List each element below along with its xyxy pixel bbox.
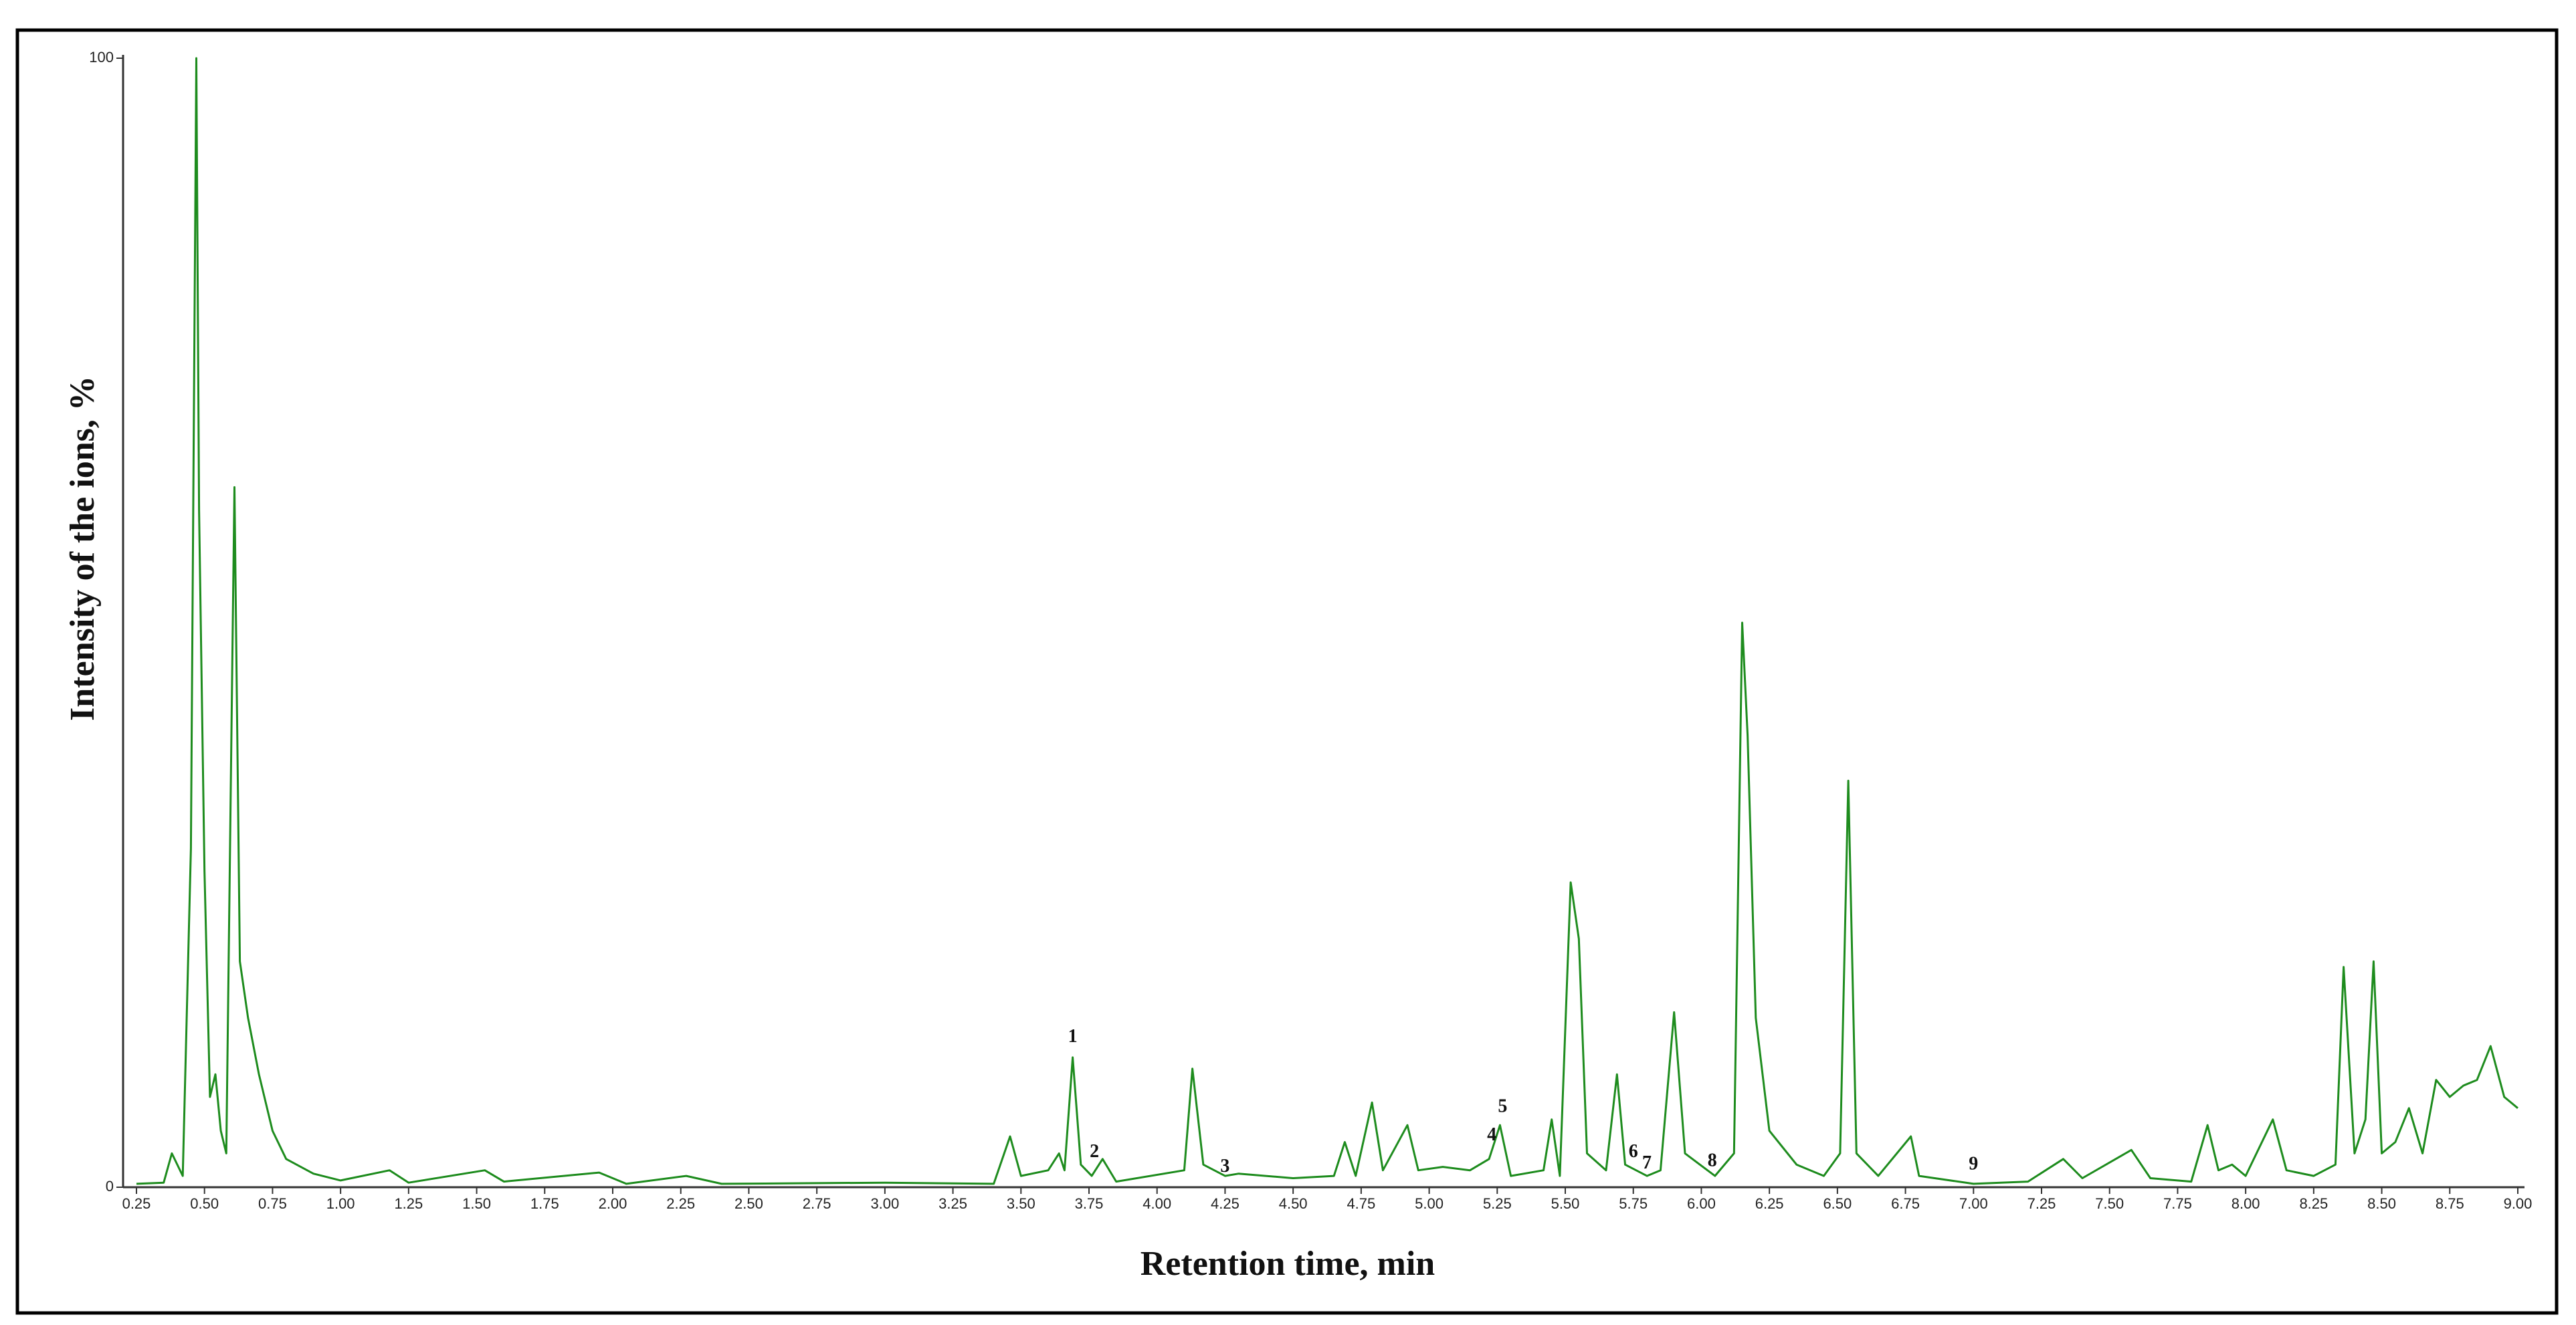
peak-label: 7 (1642, 1152, 1652, 1173)
x-tick-label: 9.00 (2504, 1195, 2533, 1212)
peak-label: 5 (1498, 1096, 1507, 1117)
y-tick-label: 0 (106, 1178, 114, 1195)
peak-label: 9 (1969, 1154, 1978, 1175)
x-tick-label: 2.50 (734, 1195, 763, 1212)
x-tick-label: 6.75 (1891, 1195, 1920, 1212)
x-tick-label: 1.50 (462, 1195, 491, 1212)
x-tick-label: 3.50 (1007, 1195, 1035, 1212)
chromatogram-line (136, 57, 2518, 1185)
x-tick-label: 7.50 (2095, 1195, 2124, 1212)
x-tick-label: 5.00 (1415, 1195, 1444, 1212)
y-tick-label: 100 (89, 49, 114, 66)
peak-label: 3 (1220, 1156, 1229, 1177)
x-tick-label: 8.50 (2367, 1195, 2396, 1212)
x-tick-label: 0.75 (258, 1195, 287, 1212)
peak-label: 4 (1487, 1124, 1496, 1145)
peak-label: 6 (1629, 1141, 1638, 1162)
x-tick-label: 6.50 (1823, 1195, 1852, 1212)
x-tick-label: 5.25 (1483, 1195, 1512, 1212)
x-tick-label: 3.25 (938, 1195, 967, 1212)
x-tick-label: 1.25 (394, 1195, 423, 1212)
x-tick-label: 2.00 (599, 1195, 627, 1212)
x-tick-label: 4.75 (1347, 1195, 1375, 1212)
x-tick-label: 5.75 (1619, 1195, 1648, 1212)
x-tick-label: 8.00 (2232, 1195, 2260, 1212)
peak-label: 2 (1090, 1141, 1099, 1162)
x-tick-label: 1.75 (530, 1195, 559, 1212)
x-tick-label: 4.25 (1211, 1195, 1240, 1212)
x-tick-label: 7.00 (1959, 1195, 1988, 1212)
x-tick-label: 4.50 (1279, 1195, 1308, 1212)
x-tick-label: 5.50 (1551, 1195, 1580, 1212)
peak-label: 1 (1068, 1026, 1078, 1047)
x-tick-label: 7.75 (2163, 1195, 2192, 1212)
peak-label: 8 (1708, 1150, 1717, 1171)
x-tick-label: 1.00 (326, 1195, 355, 1212)
x-tick-label: 4.00 (1143, 1195, 1171, 1212)
x-tick-label: 6.00 (1687, 1195, 1716, 1212)
x-tick-label: 2.25 (666, 1195, 695, 1212)
x-tick-label: 8.75 (2436, 1195, 2464, 1212)
y-axis-title: Intensity of the ions, % (64, 376, 102, 721)
x-tick-label: 3.75 (1075, 1195, 1104, 1212)
x-axis-title: Retention time, min (1141, 1245, 1435, 1283)
x-tick-label: 8.25 (2299, 1195, 2328, 1212)
x-tick-label: 7.25 (2027, 1195, 2056, 1212)
x-tick-label: 3.00 (870, 1195, 899, 1212)
x-tick-label: 2.75 (803, 1195, 831, 1212)
x-tick-label: 0.50 (190, 1195, 219, 1212)
x-tick-label: 0.25 (122, 1195, 151, 1212)
x-tick-label: 6.25 (1755, 1195, 1784, 1212)
frame (15, 28, 2559, 1315)
